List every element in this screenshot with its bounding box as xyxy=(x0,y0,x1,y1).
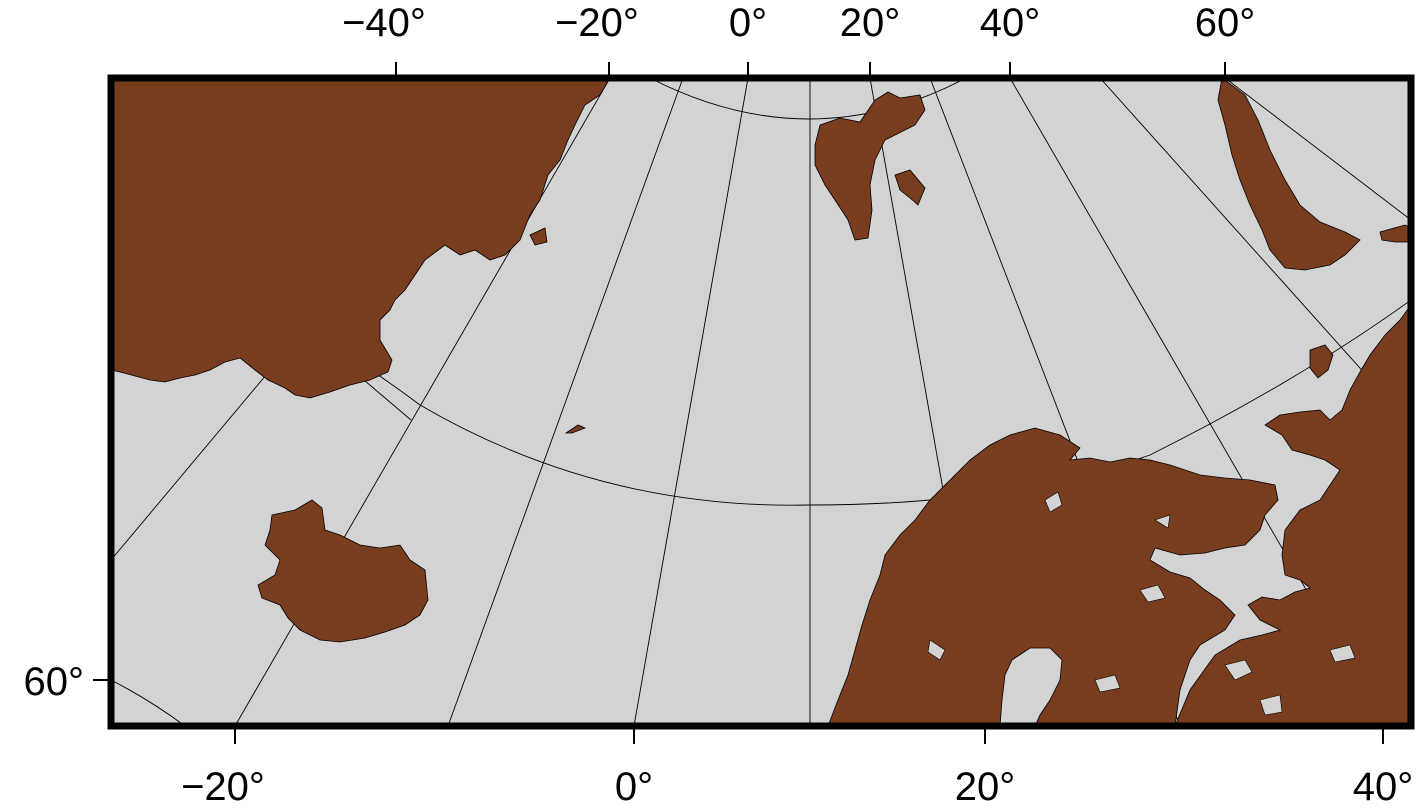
top-lon-label: 20° xyxy=(840,1,901,45)
land-svalbard xyxy=(814,91,926,241)
bottom-lon-label: 40° xyxy=(1353,765,1414,809)
meridian-m10 xyxy=(633,78,749,726)
top-lon-label: 40° xyxy=(980,1,1041,45)
land-russia-east xyxy=(1174,304,1411,726)
water-lake-3 xyxy=(1139,584,1166,603)
land-iceland xyxy=(257,499,429,643)
bottom-lon-label: 0° xyxy=(615,765,653,809)
water-lake-7 xyxy=(927,639,946,661)
land-novaya-zemlya xyxy=(1217,78,1361,271)
parallel-60N xyxy=(111,679,186,726)
top-lon-label: −20° xyxy=(555,1,639,45)
land-jan-mayen xyxy=(564,424,587,434)
water-lake-4 xyxy=(1224,659,1253,681)
meridian-50 xyxy=(1224,78,1411,221)
parallel-80N xyxy=(649,78,967,120)
top-ticks xyxy=(395,62,1226,78)
land-kolguyev xyxy=(1309,344,1334,379)
land-nordaustlandet xyxy=(894,169,926,206)
top-lon-label: 0° xyxy=(729,1,767,45)
bottom-lon-label: 20° xyxy=(955,765,1016,809)
meridian-40 xyxy=(1099,78,1411,426)
water-gulf-of-bothnia xyxy=(999,647,1063,726)
left-lat-label: 60° xyxy=(24,660,85,704)
water-lake-6 xyxy=(1094,674,1121,693)
top-lon-label: 60° xyxy=(1195,1,1256,45)
meridian-m20 xyxy=(447,78,684,726)
bottom-lon-label: −20° xyxy=(181,765,265,809)
water-lake-8 xyxy=(1329,644,1356,663)
water-lake-1 xyxy=(1044,491,1063,513)
top-lon-label: −40° xyxy=(342,1,426,45)
land-novaya-zemlya-tip xyxy=(1379,224,1411,243)
land-greenland xyxy=(111,78,611,399)
bottom-ticks xyxy=(234,726,1384,744)
land-greenland-islet xyxy=(529,227,548,246)
map-frame xyxy=(107,74,1415,730)
water-lake-5 xyxy=(1259,694,1283,716)
water-lake-2 xyxy=(1154,514,1171,529)
